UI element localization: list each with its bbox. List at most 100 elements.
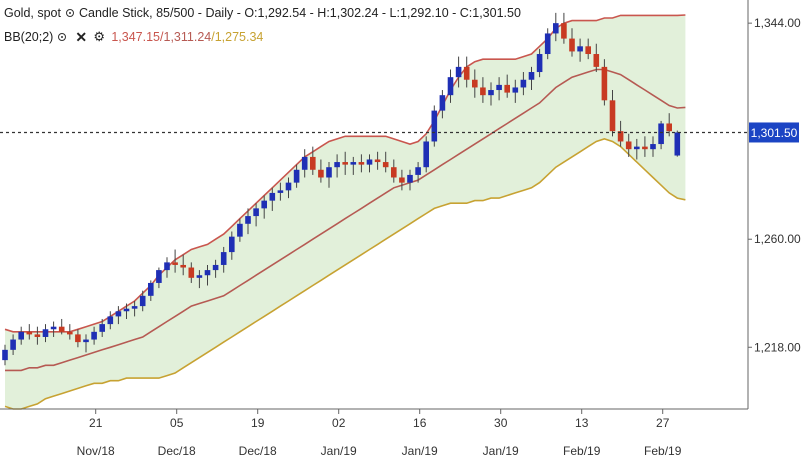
candle (18, 326, 24, 345)
symbol-label: Gold, spot (4, 6, 61, 20)
candle (569, 28, 575, 57)
candle-body (26, 331, 33, 335)
candle (334, 154, 340, 178)
candle (326, 162, 332, 188)
candle-body (188, 267, 195, 278)
candle (148, 280, 154, 301)
candle-body (609, 100, 616, 132)
bb-separator: / (211, 30, 215, 44)
indicator-row: BB(20;2) ✕ ⚙ 1,347.15/1,311.24/1,275.34 (4, 30, 263, 44)
candle (26, 324, 33, 340)
candle-body (650, 144, 656, 150)
x-tick-month-label: Jan/19 (483, 444, 519, 458)
candle (407, 169, 413, 191)
candle (374, 151, 381, 170)
candle-body (139, 295, 146, 307)
candle-body (407, 174, 413, 183)
candle-body (156, 270, 162, 283)
candle-body (42, 329, 49, 337)
candle-body (334, 162, 340, 168)
candle-body (196, 275, 203, 278)
candle (269, 187, 276, 211)
candle-body (504, 84, 510, 93)
candle-body (326, 167, 332, 178)
candle-body (553, 23, 559, 34)
x-tick-month-label: Feb/19 (563, 444, 601, 458)
candle-body (245, 216, 251, 224)
candle (544, 28, 551, 60)
candle-body (617, 131, 624, 142)
candle (196, 270, 203, 289)
bb-lower-value: 1,275.34 (214, 30, 264, 44)
candle (310, 146, 316, 175)
candle (67, 324, 73, 340)
y-tick-label: 1,260.00 (754, 232, 801, 246)
candle (447, 69, 454, 103)
candle-body (544, 33, 551, 55)
candle-body (237, 223, 243, 237)
candle (439, 90, 446, 119)
price-tag-box (749, 122, 799, 143)
gear-icon[interactable]: ⚙ (93, 29, 105, 44)
candle-body (423, 141, 429, 168)
candle (34, 326, 41, 345)
candle (601, 59, 608, 106)
eye-icon[interactable] (58, 33, 67, 41)
price-tag-label: 1,301.50 (751, 126, 798, 140)
candle (553, 12, 559, 42)
candle-body (455, 66, 462, 78)
candle (520, 72, 527, 96)
candle (75, 329, 81, 348)
close-icon[interactable]: ✕ (75, 29, 88, 45)
candle (172, 249, 178, 273)
candle (301, 149, 308, 178)
price-tag: 1,301.50 (749, 122, 799, 143)
eye-icon[interactable] (65, 9, 74, 17)
candle-body (480, 87, 486, 96)
candle-body (447, 77, 454, 96)
candle-body (350, 162, 357, 165)
bb-separator: / (160, 30, 164, 44)
candle-body (293, 169, 300, 183)
candle-body (285, 182, 292, 191)
candle-body (2, 349, 8, 361)
candle (358, 154, 365, 173)
candle (139, 290, 146, 312)
candle (245, 208, 251, 235)
candle (204, 264, 211, 286)
candle (609, 90, 616, 137)
candle-body (342, 162, 348, 165)
x-tick-day-label: 27 (656, 416, 670, 430)
x-tick-month-label: Dec/18 (158, 444, 196, 458)
candle (504, 74, 510, 98)
candle-body (601, 66, 608, 101)
candle-body (75, 334, 81, 343)
candle (642, 136, 648, 157)
candle (156, 267, 162, 289)
x-tick-month-label: Feb/19 (644, 444, 682, 458)
candle (180, 254, 186, 276)
candle (480, 77, 486, 103)
candle-body (577, 46, 583, 52)
candle (285, 177, 292, 199)
candle-body (148, 282, 154, 296)
candle-body (220, 252, 227, 265)
candle-body (674, 132, 681, 156)
candle-body (261, 200, 267, 209)
x-tick-day-label: 19 (251, 416, 265, 430)
candle-body (269, 192, 276, 201)
candle (658, 120, 664, 150)
candle-body (83, 339, 89, 343)
candle-body (634, 146, 640, 150)
bb-values: 1,347.15/1,311.24/1,275.34 (111, 30, 263, 44)
bb-mid-value: 1,311.24 (163, 30, 212, 44)
candle (131, 300, 138, 317)
candle-body (391, 167, 397, 178)
candle-body (58, 326, 65, 332)
candle (261, 195, 267, 219)
candle (666, 113, 672, 137)
candle (50, 321, 57, 337)
candle (293, 164, 300, 188)
indicator-label: BB(20;2) (4, 30, 54, 44)
candle-body (374, 159, 381, 163)
